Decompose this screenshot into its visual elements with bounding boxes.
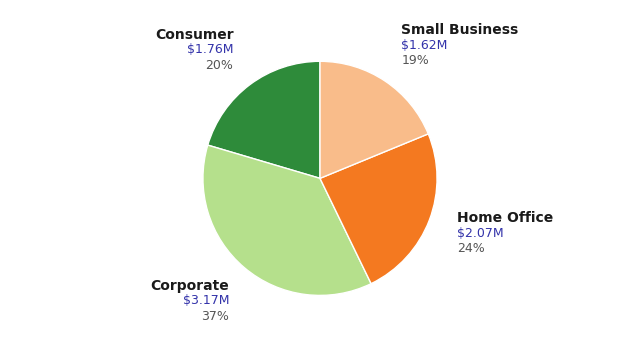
Text: $1.62M: $1.62M [401, 39, 448, 52]
Wedge shape [203, 145, 371, 295]
Text: Corporate: Corporate [150, 279, 229, 293]
Text: 24%: 24% [458, 242, 485, 255]
Text: 19%: 19% [401, 54, 429, 67]
Text: 20%: 20% [205, 59, 234, 72]
Wedge shape [320, 61, 428, 178]
Text: Small Business: Small Business [401, 23, 518, 37]
Text: $1.76M: $1.76M [187, 43, 234, 56]
Text: 37%: 37% [202, 309, 229, 323]
Text: $3.17M: $3.17M [183, 294, 229, 307]
Text: Consumer: Consumer [155, 28, 234, 42]
Wedge shape [320, 134, 437, 284]
Text: $2.07M: $2.07M [458, 227, 504, 240]
Wedge shape [208, 61, 320, 178]
Text: Home Office: Home Office [458, 211, 554, 225]
